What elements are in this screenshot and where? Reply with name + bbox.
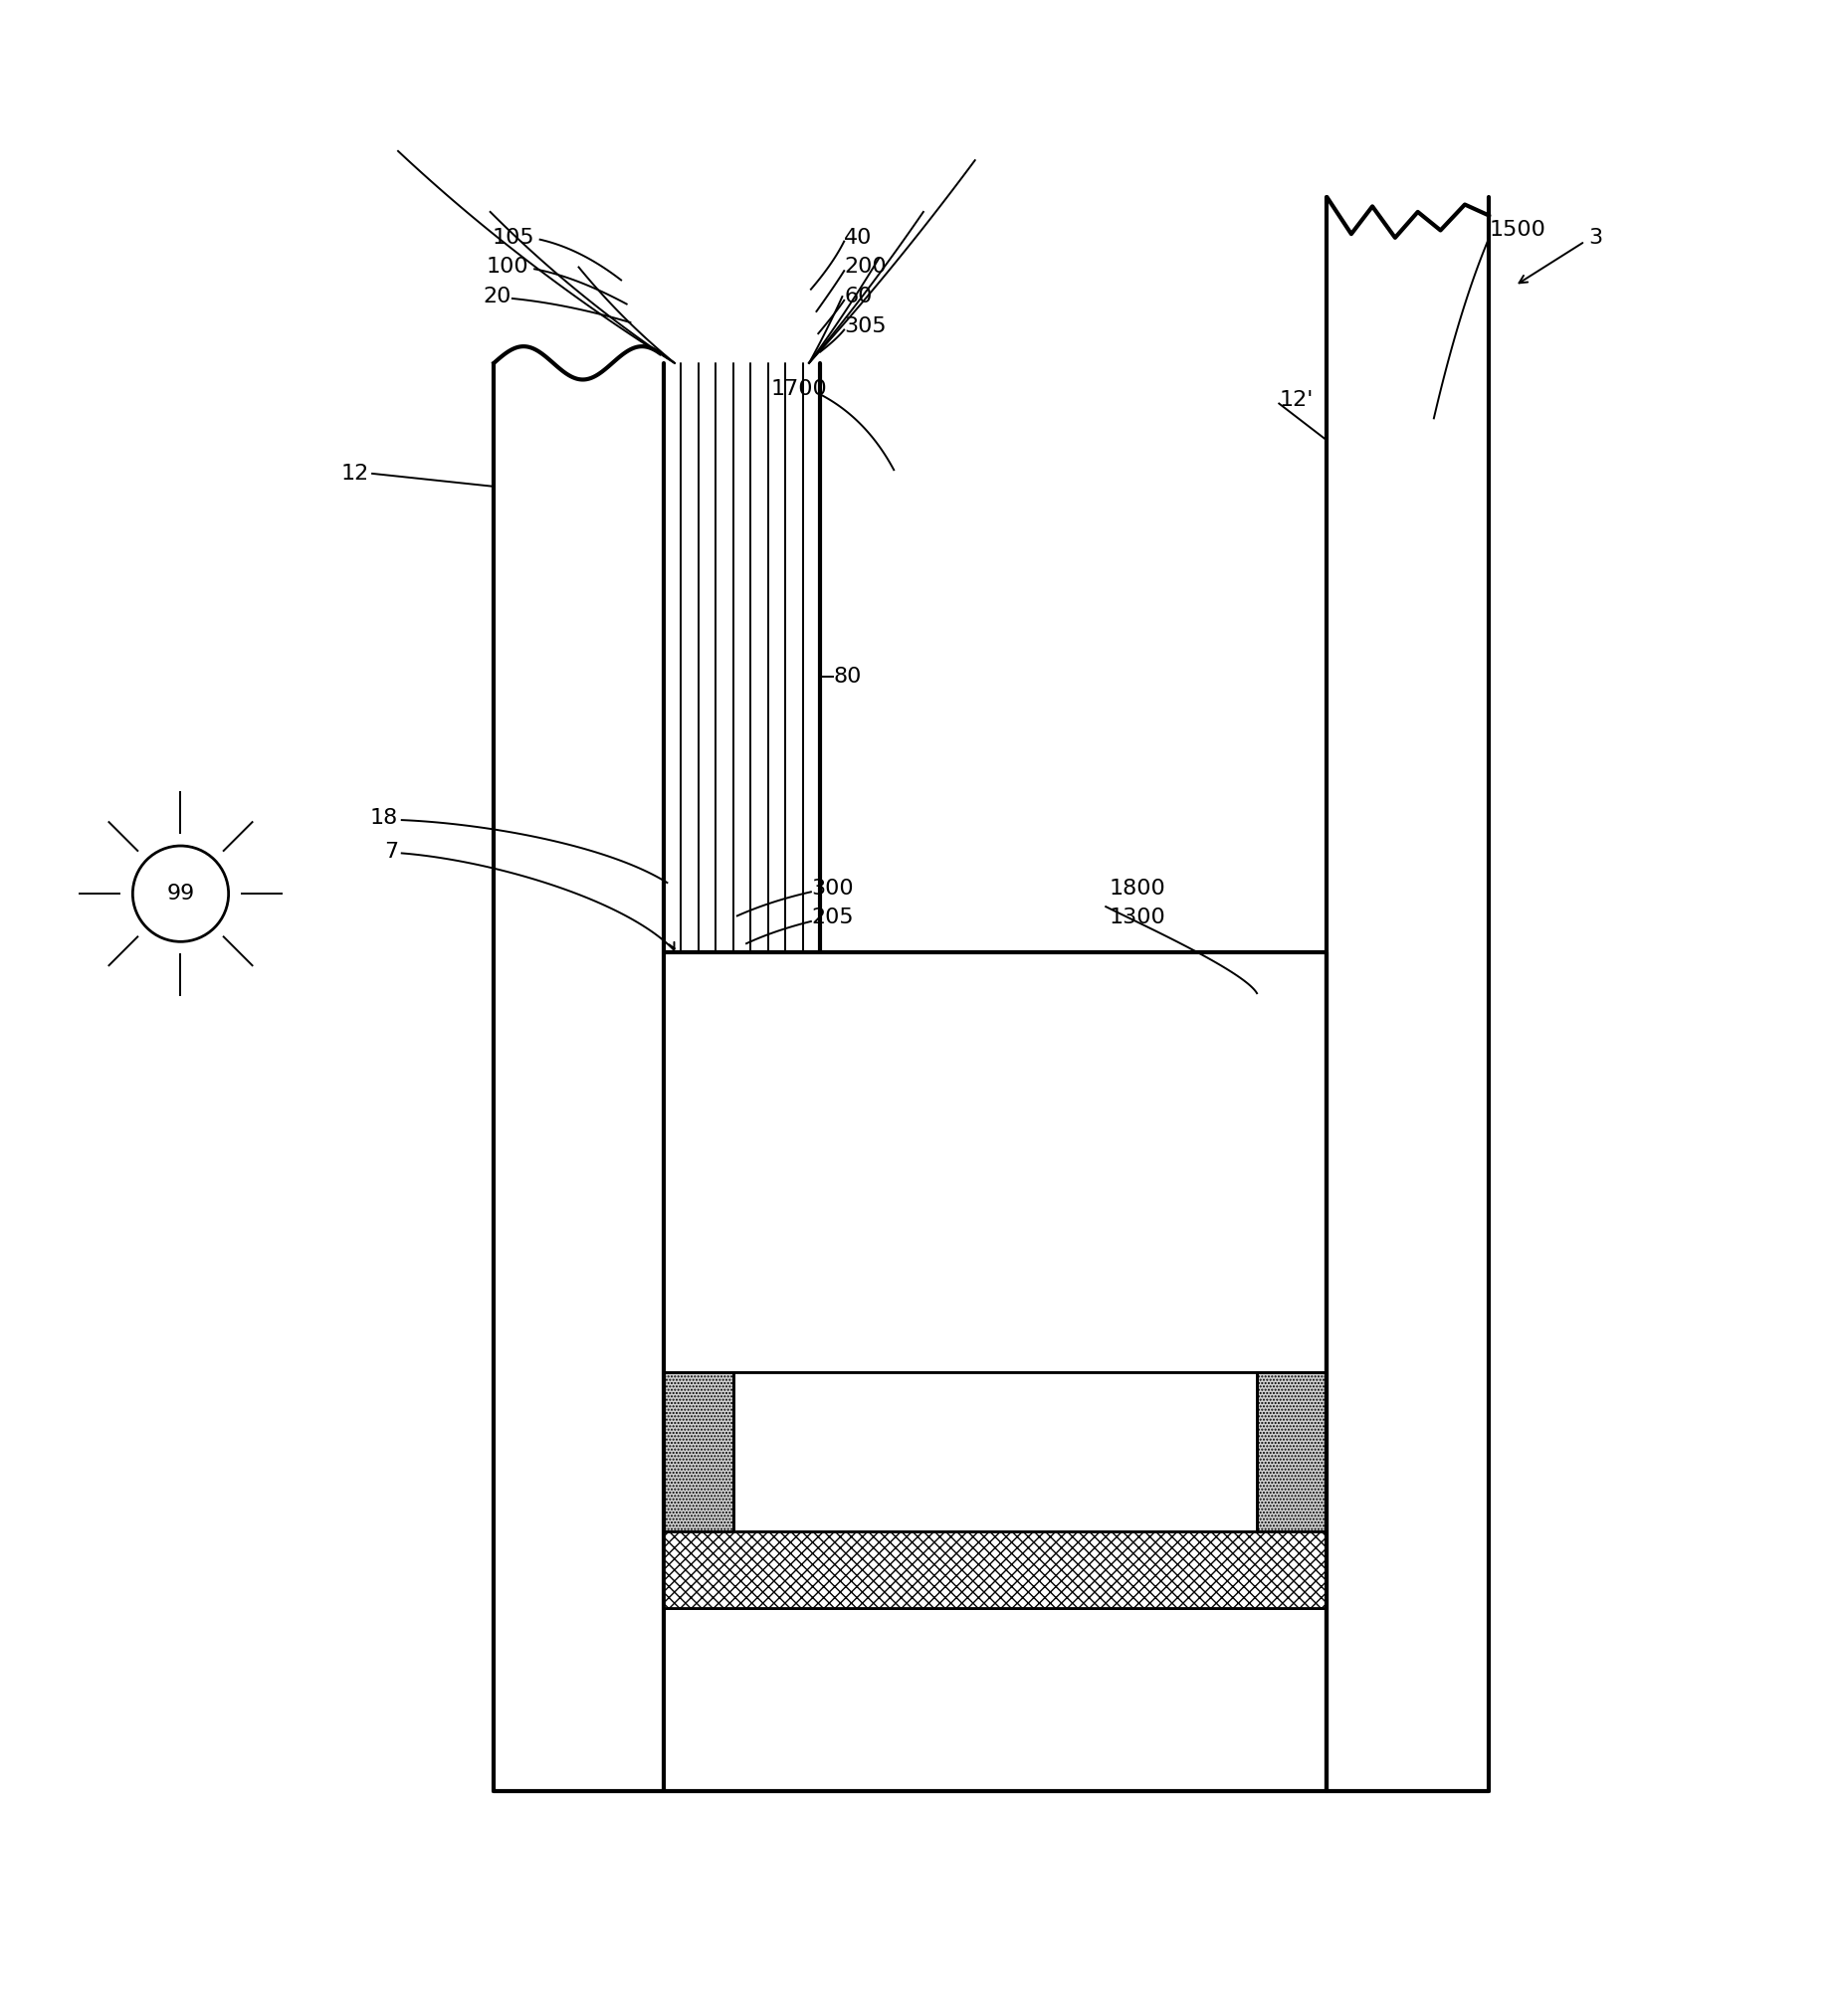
Text: 3: 3: [1589, 228, 1603, 248]
Bar: [663, 1373, 734, 1532]
Text: 12: 12: [341, 464, 369, 484]
Bar: [734, 1373, 1257, 1532]
Text: 200: 200: [844, 258, 886, 276]
Text: 1500: 1500: [1489, 220, 1546, 240]
Text: 1700: 1700: [770, 379, 828, 399]
Text: 7: 7: [383, 841, 398, 861]
Text: 40: 40: [844, 228, 872, 248]
Text: 20: 20: [483, 286, 511, 306]
Text: 80: 80: [833, 667, 861, 685]
Text: 105: 105: [492, 228, 534, 248]
Text: 300: 300: [811, 879, 853, 899]
Text: 100: 100: [487, 258, 529, 276]
Text: 18: 18: [370, 808, 398, 829]
Text: 99: 99: [166, 883, 195, 903]
Text: 60: 60: [844, 286, 872, 306]
Text: 205: 205: [811, 907, 853, 927]
Text: 12': 12': [1279, 389, 1314, 409]
Bar: [663, 1532, 1327, 1609]
Bar: [1257, 1373, 1327, 1532]
Text: 305: 305: [844, 317, 886, 337]
Text: 1300: 1300: [1109, 907, 1167, 927]
Text: 1800: 1800: [1109, 879, 1167, 899]
